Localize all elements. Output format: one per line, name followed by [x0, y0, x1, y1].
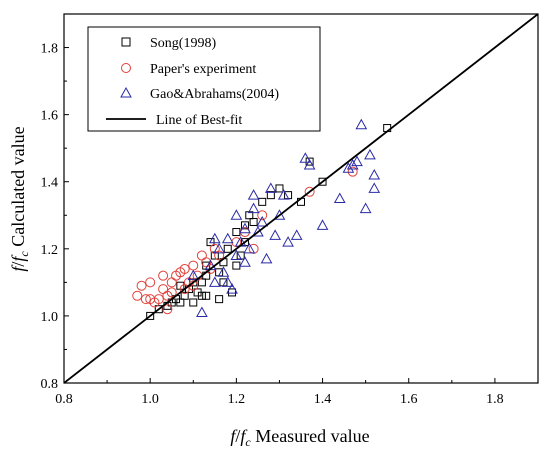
data-point-triangle — [299, 152, 312, 163]
data-point-square — [258, 197, 267, 206]
y-tick-label: 0.8 — [41, 377, 59, 392]
legend-label-song: Song(1998) — [150, 36, 216, 51]
data-point-square — [197, 278, 206, 287]
data-point-circle — [153, 294, 164, 305]
data-point-triangle — [316, 219, 329, 230]
data-point-square — [180, 291, 189, 300]
legend-marker-circle — [121, 63, 131, 73]
legend-marker-square — [121, 37, 131, 47]
data-point-circle — [145, 277, 156, 288]
data-point-square — [154, 305, 163, 314]
data-point-square — [202, 291, 211, 300]
data-point-triangle — [256, 215, 269, 227]
data-point-square — [223, 244, 232, 253]
x-tick-label: 1.4 — [314, 392, 332, 407]
data-point-circle — [136, 280, 147, 291]
data-point-square — [206, 238, 215, 247]
data-point-triangle — [196, 306, 208, 318]
y-tick-label: 1.6 — [41, 109, 59, 124]
legend: Song(1998) Paper's experiment Gao&Abraha… — [87, 26, 321, 132]
data-point-square — [228, 288, 237, 297]
data-point-square — [305, 157, 314, 166]
data-point-circle — [162, 304, 173, 315]
data-point-square — [249, 217, 258, 226]
data-point-triangle — [355, 118, 368, 130]
data-point-triangle — [252, 226, 264, 237]
data-point-circle — [158, 270, 169, 281]
data-point-circle — [257, 210, 268, 221]
data-point-circle — [304, 186, 315, 197]
x-axis-title: f/fc Measured value — [230, 426, 369, 449]
data-point-triangle — [230, 249, 243, 261]
data-point-triangle — [359, 202, 372, 214]
data-point-triangle — [213, 242, 225, 254]
data-point-circle — [179, 263, 190, 274]
data-point-triangle — [239, 222, 251, 234]
data-point-square — [240, 221, 249, 230]
data-point-square — [318, 177, 327, 186]
data-point-triangle — [247, 202, 260, 214]
data-point-triangle — [226, 283, 238, 294]
data-point-square — [266, 191, 275, 200]
data-point-circle — [166, 287, 177, 298]
legend-label-paper: Paper's experiment — [150, 62, 256, 77]
x-tick-label: 1.6 — [400, 392, 418, 407]
data-point-triangle — [239, 256, 251, 267]
data-point-triangle — [230, 209, 243, 220]
y-tick-label: 1.4 — [41, 176, 59, 191]
y-tick-label: 1.8 — [41, 42, 59, 57]
data-point-square — [275, 184, 284, 193]
data-point-triangle — [273, 209, 286, 220]
data-point-circle — [132, 290, 143, 301]
data-point-triangle — [277, 189, 290, 200]
data-point-square — [197, 291, 206, 300]
data-point-square — [189, 298, 198, 307]
y-axis-title: f/fc Calculated value — [8, 126, 31, 271]
data-point-triangle — [303, 158, 316, 170]
data-point-square — [146, 311, 155, 320]
data-point-triangle — [187, 269, 200, 281]
best-fit-line — [63, 13, 539, 384]
y-tick-label: 1.2 — [41, 243, 59, 258]
data-point-circle — [214, 250, 225, 261]
data-point-triangle — [217, 266, 230, 277]
data-point-triangle — [351, 155, 363, 167]
x-tick-label: 1.0 — [141, 392, 159, 407]
data-point-triangle — [208, 276, 221, 287]
data-point-triangle — [290, 229, 303, 240]
data-point-triangle — [364, 148, 376, 160]
data-point-triangle — [260, 252, 273, 264]
x-tick-label: 0.8 — [55, 392, 73, 407]
data-point-triangle — [269, 229, 281, 240]
data-point-triangle — [342, 162, 355, 173]
data-point-triangle — [221, 276, 234, 287]
data-point-triangle — [368, 168, 381, 180]
legend-label-gao: Gao&Abrahams(2004) — [150, 87, 279, 102]
x-tick-label: 1.8 — [486, 392, 504, 407]
legend-marker-triangle — [120, 86, 132, 98]
data-point-triangle — [243, 242, 256, 254]
legend-label-fit: Line of Best-fit — [156, 113, 242, 128]
legend-box — [87, 26, 321, 132]
data-point-triangle — [264, 182, 277, 193]
data-point-triangle — [346, 158, 359, 170]
data-point-triangle — [208, 232, 221, 244]
y-tick-label: 1.0 — [41, 310, 59, 325]
data-point-circle — [140, 294, 151, 305]
data-point-triangle — [282, 236, 294, 247]
x-tick-label: 1.2 — [228, 392, 246, 407]
data-point-triangle — [333, 192, 346, 203]
data-point-triangle — [247, 189, 260, 200]
plot-area-frame — [63, 13, 539, 384]
data-point-square — [215, 295, 224, 304]
data-point-square — [176, 298, 185, 307]
axis-ticks: 0.8 1.0 1.2 1.4 1.6 1.8 0.8 1.0 1.2 1.4 1.6 1.8 — [41, 42, 504, 407]
data-point-triangle — [221, 232, 234, 244]
data-point-circle — [347, 166, 358, 177]
data-point-triangle — [368, 182, 381, 193]
